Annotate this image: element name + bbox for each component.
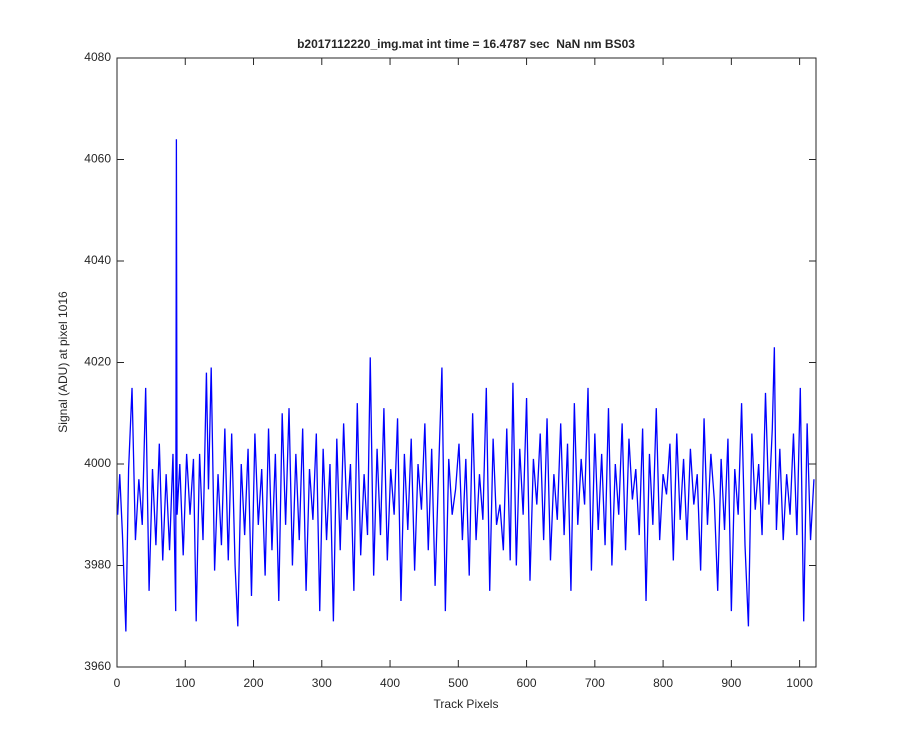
x-tick-label: 600 xyxy=(517,676,537,690)
x-tick-label: 400 xyxy=(380,676,400,690)
y-tick-label: 4020 xyxy=(84,355,111,369)
y-axis-label: Signal (ADU) at pixel 1016 xyxy=(56,291,70,433)
y-tick-label: 4060 xyxy=(84,152,111,166)
x-tick-label: 900 xyxy=(721,676,741,690)
y-tick-label: 4080 xyxy=(84,50,111,64)
chart-title: b2017112220_img.mat int time = 16.4787 s… xyxy=(297,37,635,51)
x-tick-label: 0 xyxy=(114,676,121,690)
x-tick-label: 100 xyxy=(175,676,195,690)
data-line xyxy=(117,139,815,632)
x-tick-label: 700 xyxy=(585,676,605,690)
y-tick-label: 3960 xyxy=(84,659,111,673)
x-tick-label: 1000 xyxy=(786,676,813,690)
y-tick-label: 4040 xyxy=(84,253,111,267)
plot-area xyxy=(116,57,817,668)
x-tick-label: 500 xyxy=(448,676,468,690)
y-tick-label: 4000 xyxy=(84,456,111,470)
x-axis-label: Track Pixels xyxy=(434,697,499,711)
x-tick-label: 300 xyxy=(312,676,332,690)
y-tick-label: 3980 xyxy=(84,558,111,572)
x-tick-label: 200 xyxy=(244,676,264,690)
x-tick-label: 800 xyxy=(653,676,673,690)
